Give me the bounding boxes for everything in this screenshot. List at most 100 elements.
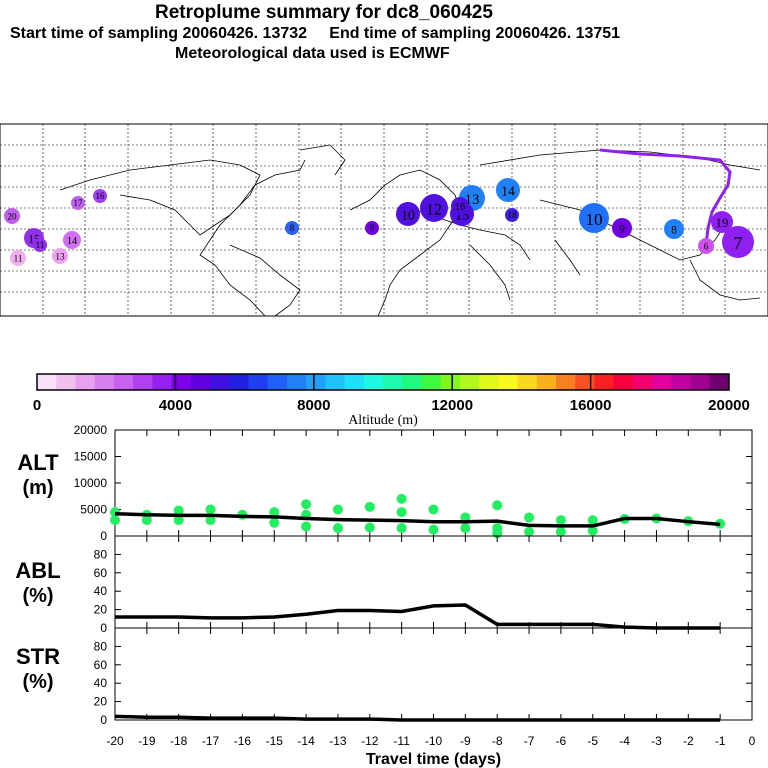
colorbar-swatch — [479, 374, 499, 390]
x-tick-label: -2 — [683, 734, 694, 748]
x-tick-label: -20 — [106, 734, 124, 748]
plume-point-label: 20 — [7, 212, 17, 222]
colorbar-swatch — [421, 374, 442, 390]
altitude-scatter-point — [332, 504, 343, 515]
colorbar-swatch — [594, 374, 615, 390]
altitude-scatter-point — [492, 500, 503, 511]
plume-point-label: 14 — [67, 236, 78, 247]
colorbar-swatch — [56, 374, 76, 390]
altitude-scatter-point — [396, 493, 407, 504]
panel-ylabel-unit: (%) — [22, 585, 53, 607]
colorbar-swatch — [286, 374, 307, 390]
plume-point-marker — [451, 197, 469, 215]
y-tick-label: 0 — [100, 713, 107, 727]
panel-abl: 0 20 40 60 80 ABL(%) — [15, 535, 753, 635]
colorbar-swatch — [171, 374, 192, 390]
plume-point-marker — [63, 231, 81, 249]
plume-point-marker — [71, 196, 85, 210]
y-tick-label: 0 — [100, 529, 107, 543]
y-tick-label: 80 — [94, 547, 108, 561]
altitude-scatter-point — [332, 523, 343, 534]
plume-point-marker — [4, 208, 20, 224]
y-tick-label: 10000 — [74, 476, 108, 490]
altitude-scatter-point — [555, 526, 566, 537]
altitude-scatter-point — [428, 504, 439, 515]
colorbar-swatch — [383, 374, 403, 390]
x-tick-label: -12 — [361, 734, 379, 748]
plume-point-marker — [579, 203, 609, 233]
colorbar-swatch — [671, 374, 692, 390]
y-tick-label: 20 — [94, 603, 108, 617]
y-tick-label: 80 — [94, 639, 108, 653]
colorbar-tick-label: 20000 — [708, 397, 750, 414]
north-america-east — [119, 159, 306, 236]
plume-point-label: 9 — [370, 223, 375, 233]
altitude-scatter-point — [269, 507, 280, 518]
x-axis: -20 -19 -18 -17 -16 -15 -14 -13 -12 -11 -10 -9 -8 -7-… — [106, 734, 755, 768]
colorbar-swatch — [94, 374, 115, 390]
series-line-alt — [114, 511, 721, 528]
y-tick-label: 60 — [94, 658, 108, 672]
india — [554, 239, 581, 276]
altitude-scatter-point — [587, 525, 598, 536]
altitude-scatter-point — [269, 517, 280, 528]
colorbar-tick-label: 0 — [33, 397, 41, 414]
y-tick-label: 20 — [94, 695, 108, 709]
time-series-panels: 05000100001500020000ALT(m)020406080ABL(%… — [15, 423, 755, 768]
americas-west-coast — [59, 159, 266, 317]
colorbar-swatch — [248, 374, 269, 390]
x-tick-label: -9 — [460, 734, 471, 748]
altitude-scatter-point — [301, 499, 312, 510]
x-tick-label: -16 — [234, 734, 252, 748]
panel-alt: 0 5000 10000 15000 20000 ALT(m) — [17, 423, 753, 543]
plume-point-label: 19 — [716, 216, 729, 230]
colorbar-swatch — [210, 374, 230, 390]
colorbar-swatch — [37, 374, 57, 390]
series-line-str — [114, 714, 721, 722]
plume-point-label: 18 — [508, 210, 518, 220]
colorbar-swatch — [344, 374, 365, 390]
y-tick-label: 40 — [94, 676, 108, 690]
colorbar-swatch — [267, 374, 288, 390]
south-america — [229, 244, 301, 317]
altitude-scatter-point — [524, 526, 535, 537]
x-tick-label: -8 — [492, 734, 503, 748]
altitude-scatter-point — [301, 521, 312, 532]
plume-point-label: 10 — [401, 207, 415, 222]
colorbar-swatch — [325, 374, 346, 390]
y-tick-label: 40 — [94, 584, 108, 598]
altitude-scatter-point — [173, 515, 184, 526]
x-tick-label: -6 — [556, 734, 567, 748]
altitude-scatter-point — [460, 523, 471, 534]
colorbar-tick-label: 8000 — [297, 397, 330, 414]
altitude-colorbar: 0 4000 8000 12000 16000 20000 Altitude (m) — [33, 373, 750, 428]
trajectory-path — [599, 148, 732, 246]
x-tick-label: -4 — [619, 734, 630, 748]
colorbar-swatch — [690, 374, 711, 390]
x-axis-label: Travel time (days) — [366, 751, 501, 768]
series-line-abl — [115, 603, 721, 630]
colorbar-swatch — [536, 374, 557, 390]
altitude-scatter-point — [555, 515, 566, 526]
panel-ylabel: ALT — [17, 450, 59, 475]
plume-point-label: 8 — [671, 225, 677, 237]
altitude-scatter-point — [205, 504, 216, 515]
altitude-scatter-point — [173, 505, 184, 516]
colorbar-swatch — [133, 374, 153, 390]
colorbar-swatch — [75, 374, 96, 390]
x-tick-label: -11 — [393, 734, 410, 748]
plume-point-label: 11 — [14, 254, 23, 264]
altitude-scatter-point — [587, 515, 598, 526]
altitude-scatter-point — [110, 515, 120, 526]
arabia — [469, 244, 511, 301]
chart-title: Retroplume summary for dc8_060425 — [155, 2, 493, 23]
altitude-scatter-point — [524, 512, 535, 523]
altitude-scatter-point — [364, 522, 375, 533]
plume-point-label: 6 — [704, 242, 709, 252]
plume-point-label: 12 — [426, 201, 442, 218]
plume-point-marker — [396, 202, 420, 226]
plume-point-marker — [285, 221, 299, 235]
altitude-scatter-point — [364, 501, 375, 512]
